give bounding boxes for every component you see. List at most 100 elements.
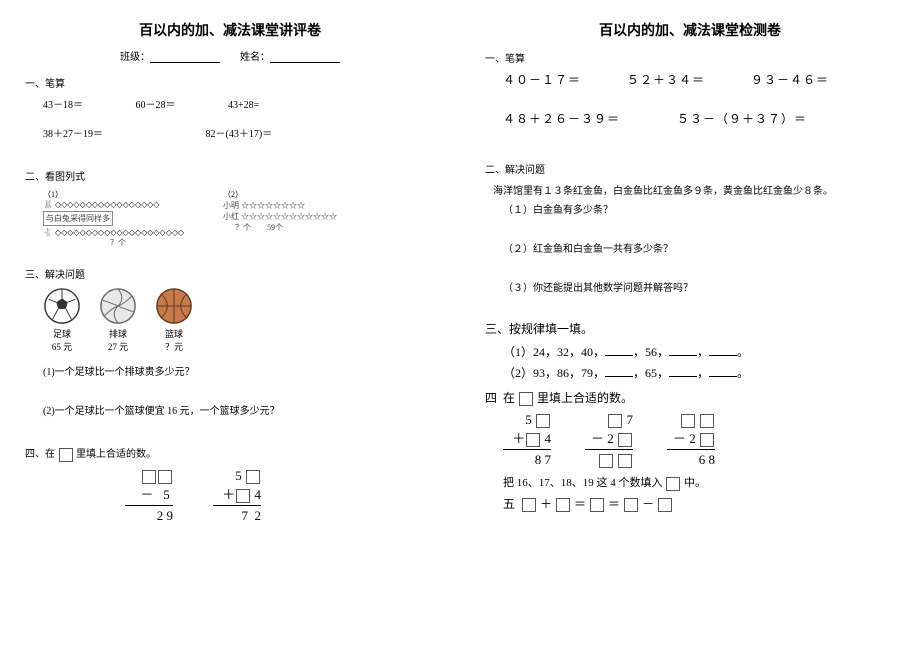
eq: 43－18＝ [43,96,133,111]
balls: 足球 65 元 排球 27 元 篮球 ？元 [43,287,435,353]
t: ， [697,345,709,359]
left-page: 百以内的加、减法课堂讲评卷 班级： 姓名： 一、笔算 43－18＝ 60－28＝… [0,0,460,650]
diamond-row: 🐰 ◇◇◇◇◇◇◇◇◇◇◇◇◇◇◇◇◇ [43,200,193,209]
s3-q1: (1)一个足球比一个排球贵多少元？ [43,363,435,378]
r: 7 [585,412,633,428]
eq: 38＋27－19＝ [43,125,203,140]
right-s5: 五 ＋ ＝ ＝ － [503,495,895,512]
volleyball-icon [99,287,137,325]
r [585,452,633,468]
n: 7 [627,412,634,427]
rcol2: 7 － 2 [585,412,633,468]
gap [669,346,697,356]
name-blank [270,52,340,63]
eq: ９３－４６＝ [751,71,829,88]
n: 4 [545,431,552,446]
eq: ４０－１７＝ [503,71,623,88]
eq: 43+28= [228,100,259,111]
ball-price: 27 元 [99,340,137,353]
ball-basketball: 篮球 ？元 [155,287,193,353]
right-title: 百以内的加、减法课堂检测卷 [485,20,895,40]
op: ＝ [608,497,620,511]
left-s4: 四、在 里填上合适的数。 [25,445,435,462]
left-s3: 三、解决问题 [25,266,435,281]
t: 。 [737,345,749,359]
eq: 60－28＝ [136,96,226,111]
diagram-1: （1） 🐰 ◇◇◇◇◇◇◇◇◇◇◇◇◇◇◇◇◇ 与白兔采得同样多 🐇 ◇◇◇◇◇… [43,189,193,248]
t: （1）24，32，40， [503,345,605,359]
right-s1: 一、笔算 [485,50,895,65]
class-blank [150,52,220,63]
right-s3: 三、按规律填一填。 [485,320,895,337]
ball-name: 足球 [43,327,81,340]
eq: ４８＋２６－３９＝ [503,110,673,127]
r [667,412,715,428]
r: ＋ 4 [503,428,551,447]
diagram-text: 与白兔采得同样多 [43,211,113,226]
n: 5 [163,487,170,502]
line: 小红 ☆☆☆☆☆☆☆☆☆☆☆☆ [223,211,373,222]
s2-2: （2） [223,189,373,200]
r: － 2 [667,428,715,447]
ball-volleyball: 排球 27 元 [99,287,137,353]
q: 59个 [267,223,283,232]
n: 2 [607,431,614,446]
qty: ？个 [43,237,193,248]
box-icon [59,448,73,462]
ball-football: 足球 65 元 [43,287,81,353]
t: 。 [737,366,749,380]
r [125,468,173,484]
right-page: 百以内的加、减法课堂检测卷 一、笔算 ４０－１７＝ ５２＋３４＝ ９３－４６＝ … [460,0,920,650]
diamond-row: 🐇 ◇◇◇◇◇◇◇◇◇◇◇◇◇◇◇◇◇◇◇◇◇ [43,228,193,237]
r: 5 [213,468,261,484]
t: ， [697,366,709,380]
name-label: 姓名： [240,52,270,63]
s1-line2: 38＋27－19＝ 82－(43＋17)＝ [43,125,435,140]
op: ＋ [512,431,525,446]
gap [669,367,697,377]
gap [605,346,633,356]
right-cols: 5 ＋ 4 8 7 7 － 2 － 2 6 8 [503,412,895,468]
s2-1: （1） [43,189,193,200]
football-icon [43,287,81,325]
col2: 5 ＋ 4 7 2 [213,468,261,524]
uline [125,505,173,506]
lbl: 五 [503,497,515,511]
uline [585,449,633,450]
line: 小明 ☆☆☆☆☆☆☆☆ [223,200,373,211]
eq: ５２＋３４＝ [627,71,747,88]
s3-1: （1）24，32，40，，56，，。 [503,343,895,360]
op: ＝ [574,497,586,511]
s3-2: （2）93，86，79， ，65， ， 。 [503,364,895,381]
s2-q3: （３）你还能提出其他数学问题并解答吗？ [503,279,895,294]
diagram-row: （1） 🐰 ◇◇◇◇◇◇◇◇◇◇◇◇◇◇◇◇◇ 与白兔采得同样多 🐇 ◇◇◇◇◇… [43,189,435,248]
r: 7 2 [213,508,261,524]
uline [213,505,261,506]
lbl: 小红 [223,212,239,221]
t: （2）93，86，79， [503,366,605,380]
s2-q2: （２）红金鱼和白金鱼一共有多少条？ [503,240,895,255]
right-s2: 二、解决问题 [485,161,895,176]
left-s1: 一、笔算 [25,75,435,90]
s2-intro: 海洋馆里有１３条红金鱼，白金鱼比红金鱼多９条，黄金鱼比红金鱼少８条。 [493,182,895,197]
lbl: 小明 [223,201,239,210]
s3-q2: (2)一个足球比一个篮球便宜 16 元，一个篮球多少元？ [43,402,435,417]
diagram-2: （2） 小明 ☆☆☆☆☆☆☆☆ 小红 ☆☆☆☆☆☆☆☆☆☆☆☆ ？个 59个 [223,189,373,248]
r: 2 9 [125,508,173,524]
uline [503,449,551,450]
basketball-icon [155,287,193,325]
right-s4: 四 在 里填上合适的数。 [485,389,895,406]
r: 8 7 [503,452,551,468]
rcol3: － 2 6 8 [667,412,715,468]
op: － [591,431,604,446]
q: ？个 [235,223,251,232]
ball-price: 65 元 [43,340,81,353]
gap [605,367,633,377]
box-icon [519,392,533,406]
qtys: ？个 59个 [223,222,373,233]
op: ＋ [222,487,235,502]
t: ，65， [633,366,669,380]
r: － 2 [585,428,633,447]
r: 5 [503,412,551,428]
header-line: 班级： 姓名： [25,48,435,63]
